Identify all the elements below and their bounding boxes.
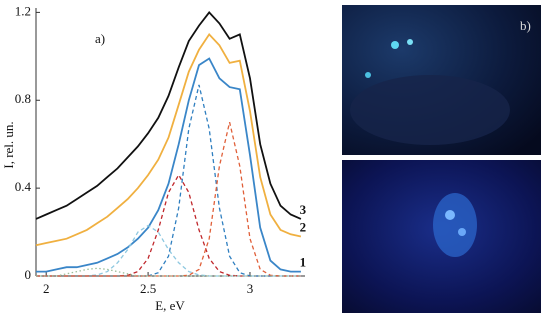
x-tick-label: 2.5 <box>140 281 156 296</box>
series-line <box>35 32 302 247</box>
series-label: 1 <box>300 255 307 270</box>
series-label: 3 <box>300 202 307 217</box>
y-tick-label: 0.4 <box>15 179 32 194</box>
y-axis-label: I, rel. un. <box>1 121 16 168</box>
series-line <box>36 267 301 277</box>
series-line <box>35 11 302 220</box>
series-line <box>36 173 301 277</box>
photo-spot <box>445 210 455 220</box>
y-tick-label: 0 <box>25 267 32 282</box>
y-tick-label: 0.8 <box>15 91 31 106</box>
photo-feature <box>433 193 477 257</box>
photo-spot <box>407 39 413 45</box>
photo-spot <box>458 228 466 236</box>
series-label: 2 <box>300 219 307 234</box>
x-tick-label: 2 <box>43 281 50 296</box>
series-line <box>36 57 301 273</box>
panel-label: a) <box>95 31 105 46</box>
series-line <box>36 122 301 277</box>
photo-spot <box>365 72 371 78</box>
photo-spot <box>391 41 399 49</box>
x-axis-label: E, eV <box>155 298 185 313</box>
y-tick-label: 1.2 <box>15 3 31 18</box>
image-label: b) <box>520 18 531 33</box>
x-tick-label: 3 <box>247 281 254 296</box>
photo-feature <box>350 75 510 145</box>
